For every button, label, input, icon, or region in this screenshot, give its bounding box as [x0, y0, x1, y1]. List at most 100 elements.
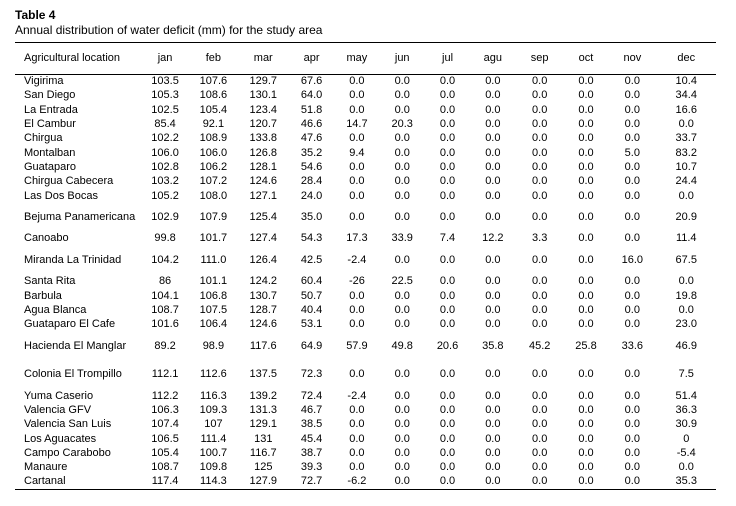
table-caption: Annual distribution of water deficit (mm…: [15, 23, 323, 37]
value-cell: 5.0: [624, 146, 640, 159]
value-cell: 0.0: [624, 446, 640, 459]
location-cell: Valencia GFV: [24, 403, 92, 416]
header-row: Agricultural location jan feb mar apr may jun j…: [15, 42, 716, 75]
location-cell: La Entrada: [24, 103, 78, 116]
value-cell: 0.0: [532, 403, 548, 416]
value-cell: 0.0: [485, 189, 501, 202]
value-cell: 85.4: [154, 118, 176, 131]
value-cell: 106.2: [199, 160, 228, 173]
value-cell: 10.7: [675, 160, 697, 173]
value-cell: 0.0: [578, 103, 594, 116]
value-cell: 0.0: [379, 474, 425, 490]
column-header-may: may: [334, 42, 380, 75]
value-cell: 16.6: [675, 103, 697, 116]
value-cell: 0.0: [349, 132, 365, 145]
value-cell: 14.7: [346, 118, 368, 131]
value-cell: 108.7: [151, 303, 179, 316]
value-cell: 0.0: [439, 461, 456, 474]
value-cell: 0.0: [485, 303, 501, 316]
value-cell: 0.0: [439, 368, 456, 381]
location-cell: Guataparo El Cafe: [24, 318, 116, 331]
value-cell: -5.4: [676, 446, 696, 459]
value-cell: 107.6: [199, 75, 228, 88]
value-cell: 0.0: [624, 389, 640, 402]
value-cell: 0.0: [678, 118, 694, 131]
value-cell: 106.3: [151, 403, 179, 416]
value-cell: 0.0: [439, 103, 456, 116]
value-cell: 53.1: [300, 318, 323, 331]
value-cell: 54.6: [300, 160, 323, 173]
value-cell: 0.0: [532, 75, 548, 88]
table-row: San Diego 105.3 108.6 130.1 64.0 0.0 0.0 0.0 0.0…: [15, 89, 716, 103]
table-row: Campo Carabobo 105.4 100.7 116.7 38.7 0.0 0.0 0…: [15, 446, 716, 460]
value-cell: 106.0: [199, 146, 228, 159]
value-cell: 0.0: [485, 318, 501, 331]
value-cell: 0.0: [349, 175, 365, 188]
value-cell: 0.0: [439, 318, 456, 331]
value-cell: 0.0: [624, 232, 640, 245]
location-cell: Miranda La Trinidad: [24, 253, 122, 266]
table-row: Colonia El Trompillo 112.1 112.6 137.5 72.3 0…: [15, 360, 716, 389]
column-header-jun: jun: [379, 42, 425, 75]
location-cell: Manaure: [24, 461, 68, 474]
location-cell: Barbula: [24, 289, 62, 302]
value-cell: 92.1: [202, 118, 225, 131]
value-cell: 0.0: [349, 461, 365, 474]
location-cell: Chirgua Cabecera: [24, 175, 114, 188]
value-cell: 0.0: [578, 89, 594, 102]
value-cell: 124.6: [249, 318, 278, 331]
value-cell: 0.0: [532, 389, 548, 402]
value-cell: 0.0: [394, 446, 410, 459]
value-cell: 42.5: [300, 253, 323, 266]
value-cell: 86: [158, 275, 172, 288]
location-cell: Vigirima: [24, 75, 64, 88]
table-row: Santa Rita 86 101.1 124.2 60.4 -26 22.5 0.0 0.0 0…: [15, 275, 716, 289]
value-cell: 64.0: [300, 89, 323, 102]
value-cell: 116.3: [200, 389, 227, 402]
value-cell: 102.8: [151, 160, 179, 173]
value-cell: 130.1: [249, 89, 278, 102]
value-cell: 0.0: [532, 461, 548, 474]
table-row: La Entrada 102.5 105.4 123.4 51.8 0.0 0.0 0.0 0.…: [15, 103, 716, 117]
value-cell: 60.4: [300, 275, 323, 288]
value-cell: 98.9: [202, 339, 225, 352]
value-cell: 67.5: [675, 253, 697, 266]
location-cell: Cartanal: [15, 474, 141, 490]
value-cell: 103.5: [151, 75, 179, 88]
value-cell: 0.0: [394, 210, 410, 223]
value-cell: 0.0: [439, 289, 456, 302]
value-cell: 0.0: [578, 146, 594, 159]
value-cell: 0.0: [485, 160, 501, 173]
table-row: Guataparo 102.8 106.2 128.1 54.6 0.0 0.0 0.0 0.0…: [15, 160, 716, 174]
value-cell: 0.0: [578, 289, 594, 302]
value-cell: 106.5: [151, 432, 179, 445]
value-cell: 0.0: [394, 89, 410, 102]
value-cell: 72.7: [288, 474, 335, 490]
value-cell: 0.0: [532, 432, 548, 445]
value-cell: 107.4: [151, 418, 179, 431]
table-row: Barbula 104.1 106.8 130.7 50.7 0.0 0.0 0.0 0.0 0.…: [15, 289, 716, 303]
table-row: Valencia GFV 106.3 109.3 131.3 46.7 0.0 0.0 0.0…: [15, 403, 716, 417]
value-cell: 47.6: [300, 132, 323, 145]
value-cell: 131: [254, 432, 273, 445]
value-cell: 0.0: [578, 189, 594, 202]
value-cell: 130.7: [249, 289, 278, 302]
value-cell: 0.0: [439, 418, 456, 431]
value-cell: 0.0: [578, 118, 594, 131]
value-cell: 45.4: [300, 432, 323, 445]
table-row: Vigirima 103.5 107.6 129.7 67.6 0.0 0.0 0.0 0.0 0…: [15, 75, 716, 89]
value-cell: 0.0: [532, 132, 548, 145]
value-cell: 0.0: [485, 253, 501, 266]
value-cell: 128.7: [249, 303, 278, 316]
value-cell: 0.0: [394, 160, 410, 173]
value-cell: 0.0: [624, 89, 640, 102]
value-cell: 24.0: [300, 189, 323, 202]
value-cell: 28.4: [300, 175, 323, 188]
table-row: Agua Blanca 108.7 107.5 128.7 40.4 0.0 0.0 0.0 0…: [15, 303, 716, 317]
table-row: Miranda La Trinidad 104.2 111.0 126.4 42.5 -2…: [15, 246, 716, 275]
value-cell: 109.3: [199, 403, 228, 416]
column-header-jul: jul: [424, 42, 471, 75]
value-cell: 0.0: [532, 289, 548, 302]
value-cell: 103.2: [151, 175, 179, 188]
location-cell: Montalban: [24, 146, 76, 159]
